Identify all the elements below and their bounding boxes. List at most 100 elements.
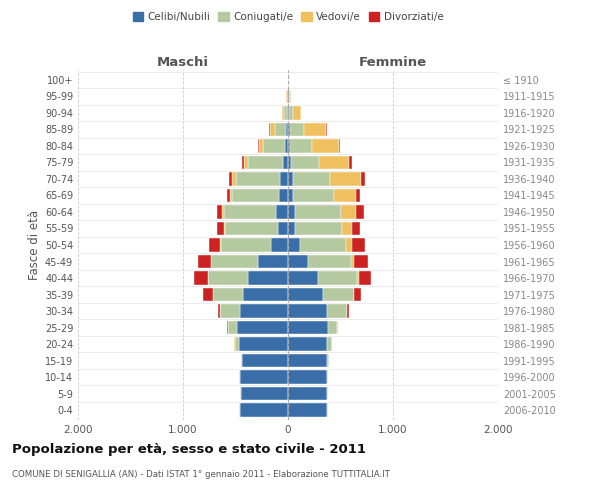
Bar — [224, 205, 277, 219]
Text: COMUNE DI SENIGALLIA (AN) - Dati ISTAT 1° gennaio 2011 - Elaborazione TUTTITALIA: COMUNE DI SENIGALLIA (AN) - Dati ISTAT 1… — [12, 470, 390, 479]
Bar — [242, 156, 244, 169]
Bar — [277, 222, 288, 235]
Bar — [289, 90, 290, 103]
Bar — [319, 271, 358, 285]
Bar — [232, 172, 235, 186]
Bar — [242, 354, 288, 368]
Bar — [285, 139, 288, 152]
Bar — [208, 271, 248, 285]
Bar — [338, 139, 340, 152]
Bar — [288, 188, 293, 202]
Bar — [326, 122, 327, 136]
Bar — [328, 321, 337, 334]
Bar — [355, 288, 361, 302]
Bar — [329, 172, 361, 186]
Bar — [263, 139, 285, 152]
Bar — [241, 387, 288, 400]
Bar — [283, 156, 288, 169]
Bar — [288, 354, 328, 368]
Bar — [293, 106, 301, 120]
Bar — [354, 254, 368, 268]
Text: Maschi: Maschi — [157, 56, 209, 69]
Bar — [288, 321, 328, 334]
Bar — [346, 238, 352, 252]
Bar — [248, 156, 283, 169]
Bar — [232, 188, 279, 202]
Bar — [288, 222, 295, 235]
Bar — [353, 288, 355, 302]
Bar — [288, 404, 328, 417]
Bar — [282, 106, 284, 120]
Bar — [218, 304, 220, 318]
Bar — [217, 205, 223, 219]
Bar — [299, 238, 346, 252]
Bar — [288, 172, 293, 186]
Bar — [217, 222, 224, 235]
Bar — [291, 156, 319, 169]
Bar — [236, 321, 288, 334]
Bar — [288, 139, 290, 152]
Text: Femmine: Femmine — [359, 56, 427, 69]
Bar — [290, 139, 313, 152]
Bar — [358, 271, 359, 285]
Bar — [240, 404, 288, 417]
Bar — [257, 254, 288, 268]
Bar — [359, 271, 371, 285]
Bar — [209, 238, 220, 252]
Bar — [275, 122, 286, 136]
Bar — [328, 338, 332, 351]
Bar — [221, 238, 271, 252]
Bar — [323, 288, 353, 302]
Bar — [288, 387, 328, 400]
Bar — [288, 304, 327, 318]
Bar — [227, 188, 230, 202]
Bar — [293, 188, 334, 202]
Bar — [228, 321, 236, 334]
Bar — [347, 304, 349, 318]
Bar — [304, 122, 326, 136]
Bar — [203, 288, 213, 302]
Bar — [288, 205, 295, 219]
Bar — [194, 271, 208, 285]
Bar — [211, 254, 257, 268]
Bar — [220, 304, 240, 318]
Bar — [284, 106, 287, 120]
Bar — [288, 106, 289, 120]
Bar — [289, 106, 293, 120]
Text: Popolazione per età, sesso e stato civile - 2011: Popolazione per età, sesso e stato civil… — [12, 442, 366, 456]
Bar — [214, 288, 243, 302]
Bar — [280, 172, 288, 186]
Bar — [288, 122, 290, 136]
Bar — [341, 205, 356, 219]
Bar — [361, 172, 365, 186]
Bar — [288, 238, 299, 252]
Bar — [258, 139, 259, 152]
Bar — [287, 106, 288, 120]
Bar — [288, 370, 328, 384]
Bar — [240, 304, 288, 318]
Bar — [239, 338, 288, 351]
Bar — [220, 238, 221, 252]
Bar — [227, 321, 228, 334]
Bar — [288, 156, 291, 169]
Legend: Celibi/Nubili, Coniugati/e, Vedovi/e, Divorziati/e: Celibi/Nubili, Coniugati/e, Vedovi/e, Di… — [128, 8, 448, 26]
Bar — [288, 288, 323, 302]
Bar — [279, 188, 288, 202]
Bar — [327, 304, 347, 318]
Y-axis label: Fasce di età: Fasce di età — [28, 210, 41, 280]
Bar — [352, 222, 359, 235]
Bar — [293, 172, 329, 186]
Bar — [240, 370, 288, 384]
Bar — [290, 122, 304, 136]
Bar — [230, 188, 232, 202]
Bar — [225, 222, 277, 235]
Bar — [248, 271, 288, 285]
Bar — [351, 254, 354, 268]
Bar — [239, 404, 240, 417]
Bar — [342, 222, 352, 235]
Bar — [269, 122, 275, 136]
Bar — [277, 205, 288, 219]
Bar — [334, 188, 356, 202]
Bar — [223, 205, 224, 219]
Bar — [244, 156, 248, 169]
